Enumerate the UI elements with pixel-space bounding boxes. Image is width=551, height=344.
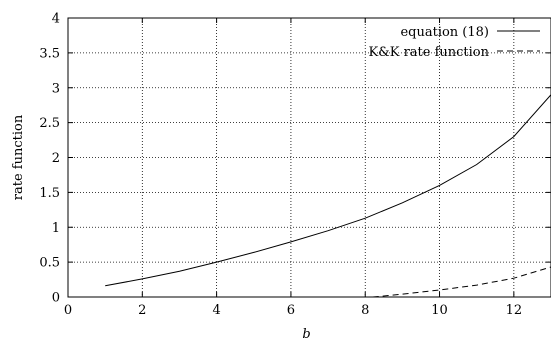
y-tick-label: 4 [52, 12, 60, 27]
y-tick-label: 2.5 [39, 116, 60, 131]
x-tick-label: 8 [361, 303, 369, 318]
x-tick-label: 6 [287, 303, 295, 318]
y-tick-label: 2 [52, 151, 60, 166]
y-tick-label: 1.5 [39, 186, 60, 201]
series-group [105, 94, 551, 298]
y-tick-label: 3 [52, 81, 60, 96]
y-axis-label: rate function [11, 114, 26, 200]
x-tick-label: 10 [431, 303, 448, 318]
legend-label: equation (18) [400, 25, 489, 40]
grid [68, 18, 551, 297]
legend-label: K&K rate function [368, 45, 489, 60]
series-line-kk-rate-function [372, 266, 551, 298]
axis-ticks: 0 2 4 6 8 10 12 0 0.5 1 1.5 2 2.5 3 3.5 4 [39, 12, 551, 318]
y-tick-label: 0 [52, 291, 60, 306]
x-tick-label: 0 [64, 303, 72, 318]
y-tick-label: 0.5 [39, 256, 60, 271]
y-tick-label: 3.5 [39, 46, 60, 61]
y-tick-label: 1 [52, 221, 60, 236]
x-axis-label: b [302, 327, 310, 342]
series-line-equation-18 [105, 94, 551, 287]
x-tick-label: 4 [212, 303, 220, 318]
legend: equation (18) K&K rate function [368, 25, 540, 60]
x-tick-label: 12 [506, 303, 523, 318]
x-tick-label: 2 [138, 303, 146, 318]
